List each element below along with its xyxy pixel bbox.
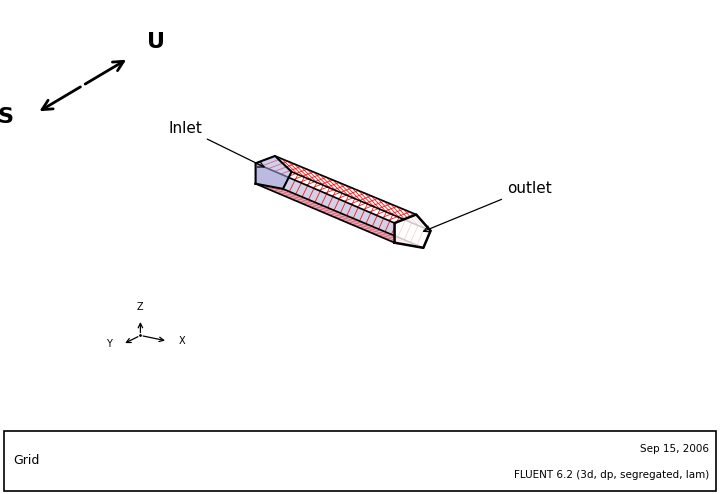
Text: Grid: Grid: [13, 454, 40, 467]
Polygon shape: [256, 163, 395, 243]
Text: Inlet: Inlet: [168, 121, 264, 167]
Text: Sep 15, 2006: Sep 15, 2006: [640, 444, 709, 453]
Text: U: U: [147, 32, 165, 52]
Text: outlet: outlet: [423, 180, 552, 232]
Polygon shape: [256, 156, 292, 189]
Text: X: X: [179, 336, 185, 346]
Text: Z: Z: [137, 301, 144, 312]
Text: S: S: [0, 107, 14, 127]
Text: Y: Y: [106, 339, 112, 349]
Polygon shape: [395, 214, 431, 248]
Text: FLUENT 6.2 (3d, dp, segregated, lam): FLUENT 6.2 (3d, dp, segregated, lam): [514, 470, 709, 480]
